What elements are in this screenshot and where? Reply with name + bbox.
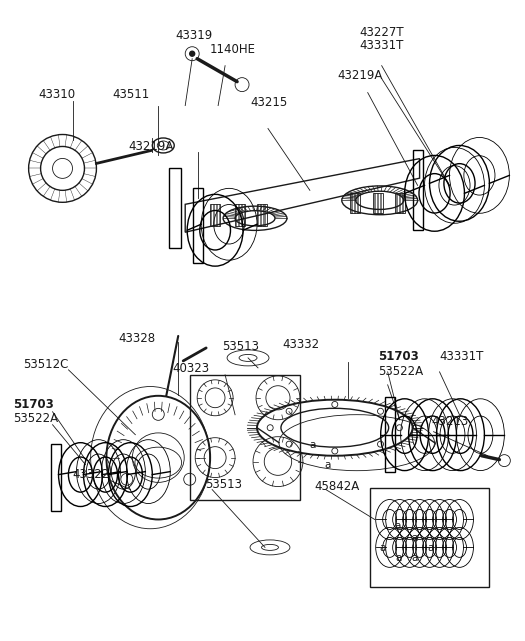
- Text: 43227T: 43227T: [360, 26, 404, 38]
- Bar: [50, 444, 60, 512]
- Bar: [373, 194, 383, 213]
- Bar: [169, 169, 181, 248]
- Text: a: a: [412, 533, 418, 544]
- Text: a: a: [310, 440, 316, 450]
- Text: 40323: 40323: [172, 362, 209, 375]
- Text: a: a: [412, 553, 418, 563]
- Bar: [370, 488, 489, 587]
- Text: 43310: 43310: [39, 88, 76, 101]
- Text: 51703: 51703: [377, 350, 418, 363]
- Text: 53522A: 53522A: [377, 365, 423, 378]
- Text: a: a: [396, 553, 402, 563]
- Text: a: a: [380, 544, 386, 553]
- Circle shape: [190, 51, 195, 56]
- Bar: [350, 194, 360, 213]
- Text: 43213: 43213: [432, 415, 469, 428]
- Bar: [413, 151, 423, 230]
- Text: 43331T: 43331T: [439, 350, 484, 363]
- Bar: [190, 376, 300, 500]
- Text: 53513: 53513: [222, 340, 259, 353]
- Text: 51703: 51703: [13, 398, 54, 411]
- Text: 43322: 43322: [72, 467, 110, 481]
- Text: a: a: [325, 460, 331, 470]
- Bar: [193, 188, 203, 263]
- Bar: [235, 204, 245, 226]
- Text: a: a: [427, 544, 434, 553]
- Text: 43328: 43328: [118, 332, 155, 345]
- Text: 43215: 43215: [250, 96, 287, 108]
- Text: 43331T: 43331T: [360, 38, 404, 52]
- Text: 53522A: 53522A: [13, 412, 58, 425]
- Text: 43219A: 43219A: [338, 69, 383, 81]
- Bar: [395, 194, 405, 213]
- Text: 53512C: 53512C: [23, 358, 68, 371]
- Text: 43219A: 43219A: [128, 140, 174, 153]
- Bar: [257, 204, 267, 226]
- Text: 43332: 43332: [282, 338, 319, 351]
- Text: 53513: 53513: [205, 478, 242, 490]
- Text: a: a: [395, 521, 401, 531]
- Bar: [385, 397, 395, 472]
- Bar: [210, 204, 220, 226]
- Text: 43511: 43511: [112, 88, 150, 101]
- Text: 45842A: 45842A: [315, 479, 360, 492]
- Text: 1140HE: 1140HE: [210, 43, 256, 56]
- Text: 43319: 43319: [175, 29, 213, 42]
